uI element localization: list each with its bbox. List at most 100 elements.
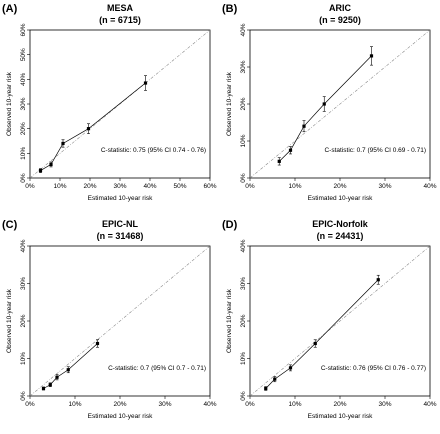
reference-diagonal [249, 245, 431, 397]
x-tick-label: 40% [143, 183, 156, 190]
x-tick-label: 10% [68, 401, 81, 408]
x-tick-label: 20% [333, 401, 346, 408]
x-axis-label: Estimated 10-year risk [308, 413, 373, 420]
x-tick-label: 0% [245, 183, 255, 190]
x-tick-label: 0% [245, 401, 255, 408]
chart-subtitle: (n = 9250) [319, 15, 361, 25]
y-tick-label: 30% [20, 277, 27, 290]
c-statistic-annotation: C-statistic: 0.7 (95% CI 0.69 - 0.71) [324, 147, 426, 154]
chart-subtitle: (n = 31468) [97, 231, 144, 241]
x-tick-label: 40% [203, 401, 216, 408]
x-tick-label: 60% [203, 183, 216, 190]
data-point [143, 81, 148, 85]
x-axis-label: Estimated 10-year risk [308, 195, 373, 202]
c-statistic-annotation: C-statistic: 0.75 (95% CI 0.74 - 0.76) [101, 147, 206, 154]
data-point [322, 102, 326, 106]
y-tick-label: 40% [240, 23, 247, 36]
y-tick-label: 30% [240, 277, 247, 290]
calibration-line [265, 279, 379, 389]
x-tick-label: 20% [333, 183, 346, 190]
data-point [38, 169, 43, 173]
calibration-panel: (A) MESA (n = 6715) 0%0% 10% 10% 20% 20% 30% 30% 4… [2, 3, 217, 202]
data-point [95, 341, 100, 346]
x-tick-label: 30% [378, 183, 391, 190]
y-tick-label: 0% [240, 173, 247, 183]
y-tick-label: 10% [240, 134, 247, 147]
x-tick-label: 30% [378, 401, 391, 408]
x-tick-label: 0% [25, 401, 35, 408]
y-axis-label: Observed 10-year risk [226, 71, 233, 136]
y-tick-label: 20% [240, 314, 247, 327]
y-tick-label: 50% [20, 48, 27, 61]
y-tick-label: 30% [240, 60, 247, 73]
data-point [264, 386, 268, 391]
data-point [41, 386, 46, 391]
reference-diagonal [29, 245, 211, 397]
chart-subtitle: (n = 24431) [317, 231, 364, 241]
x-axis-label: Estimated 10-year risk [88, 195, 153, 202]
x-tick-label: 40% [423, 401, 436, 408]
y-tick-label: 20% [20, 122, 27, 135]
data-point [55, 375, 59, 379]
chart-title: EPIC-Norfolk [312, 219, 368, 229]
data-point [66, 368, 70, 372]
x-tick-label: 10% [288, 183, 301, 190]
y-axis-label: Observed 10-year risk [6, 71, 13, 136]
data-point [61, 141, 65, 146]
chart-title: MESA [107, 3, 134, 13]
data-point [86, 127, 91, 131]
data-point [302, 124, 306, 128]
x-tick-label: 40% [423, 183, 436, 190]
y-tick-label: 40% [20, 239, 27, 252]
x-tick-label: 30% [113, 183, 126, 190]
data-point [313, 341, 317, 346]
x-axis-label: Estimated 10-year risk [88, 413, 153, 420]
reference-diagonal [249, 29, 431, 179]
calibration-line [279, 55, 372, 162]
y-tick-label: 0% [20, 173, 27, 183]
calibration-line [40, 82, 146, 171]
chart-title: EPIC-NL [102, 219, 139, 229]
chart-title: ARIC [329, 3, 351, 13]
y-tick-label: 20% [240, 97, 247, 110]
y-tick-label: 40% [20, 73, 27, 86]
x-tick-label: 20% [113, 401, 126, 408]
panel-letter: (A) [2, 3, 18, 15]
y-tick-label: 30% [20, 97, 27, 110]
reference-diagonal [29, 29, 211, 179]
data-point [288, 366, 293, 370]
calibration-line [43, 343, 98, 389]
y-tick-label: 10% [20, 352, 27, 365]
calibration-panel: (B) ARIC (n = 9250) 0%0% 10% 10% 20% 20% 30% 30% 4… [222, 3, 437, 202]
y-tick-label: 60% [20, 23, 27, 36]
x-tick-label: 10% [288, 401, 301, 408]
data-point [277, 159, 281, 163]
data-point [376, 278, 380, 282]
x-tick-label: 20% [83, 183, 96, 190]
y-axis-label: Observed 10-year risk [226, 288, 233, 353]
c-statistic-annotation: C-statistic: 0.7 (95% CI 0.7 - 0.71) [108, 365, 206, 372]
data-point [49, 162, 53, 167]
x-tick-label: 0% [25, 183, 35, 190]
y-tick-label: 20% [20, 314, 27, 327]
x-tick-label: 30% [158, 401, 171, 408]
y-tick-label: 0% [240, 391, 247, 401]
panel-letter: (C) [2, 219, 18, 231]
panel-letter: (B) [222, 3, 238, 15]
x-tick-label: 10% [53, 183, 66, 190]
x-tick-label: 50% [173, 183, 186, 190]
c-statistic-annotation: C-statistic: 0.76 (95% CI 0.76 - 0.77) [321, 365, 426, 372]
data-point [48, 383, 52, 387]
y-tick-label: 10% [20, 147, 27, 160]
calibration-panel: (D) EPIC-Norfolk (n = 24431) 0%0% 10% 10% 20% 2… [222, 219, 437, 420]
y-tick-label: 40% [240, 239, 247, 252]
data-point [369, 54, 374, 58]
chart-subtitle: (n = 6715) [99, 15, 141, 25]
y-tick-label: 10% [240, 352, 247, 365]
y-tick-label: 0% [20, 391, 27, 401]
panel-letter: (D) [222, 219, 238, 231]
data-point [273, 377, 277, 381]
data-point [288, 148, 293, 152]
calibration-panel: (C) EPIC-NL (n = 31468) 0%0% 10% 10% 20% 20% 30%… [2, 219, 217, 420]
